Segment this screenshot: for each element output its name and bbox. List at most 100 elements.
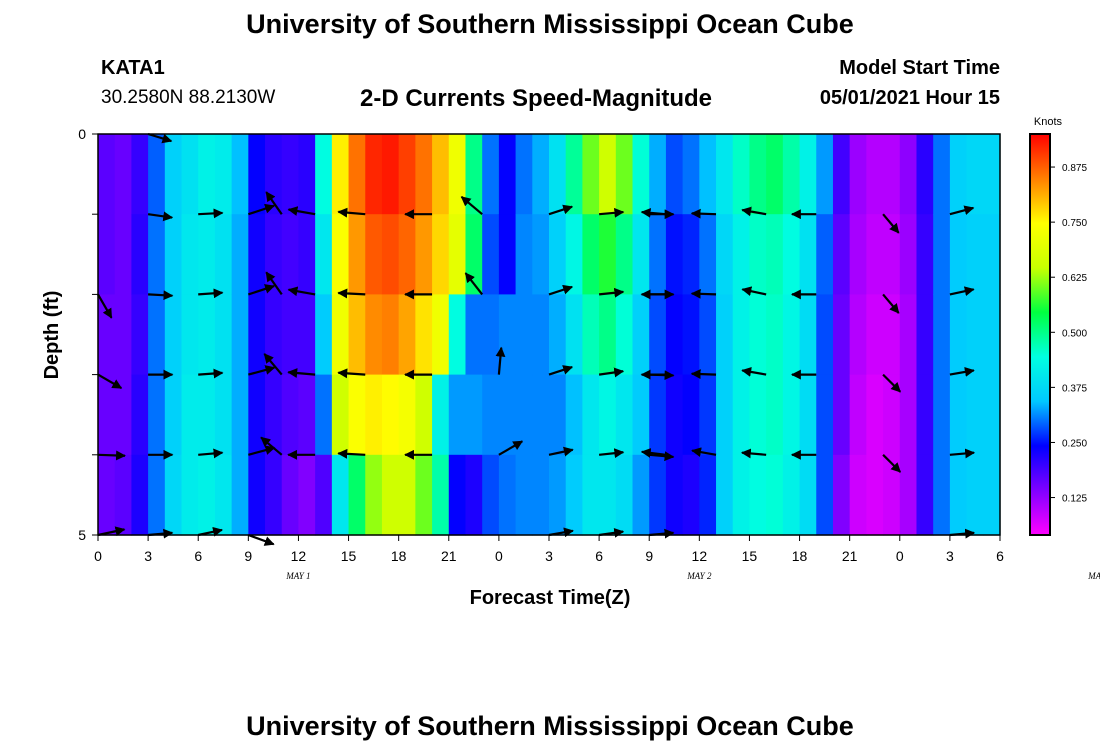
current-vector-arrow (97, 293, 113, 319)
heatmap-cell (398, 374, 416, 456)
current-vector-arrow (690, 288, 717, 299)
heatmap-cell (699, 374, 717, 456)
heatmap-cell (899, 294, 918, 376)
heatmap-cell (582, 134, 600, 215)
colorbar-tick-label: 0.125 (1062, 494, 1087, 505)
x-tick-label: 18 (391, 548, 407, 564)
heatmap-cell (248, 134, 266, 215)
heatmap-cell (448, 134, 467, 215)
heatmap-cell (549, 134, 567, 215)
heatmap-cell (766, 134, 784, 215)
heatmap-cell (348, 374, 366, 456)
current-vector-arrow (741, 367, 767, 377)
heatmap-cell (415, 214, 433, 295)
current-vector-arrow (640, 448, 667, 458)
current-vector-arrow (337, 368, 366, 379)
station-id: KATA1 (101, 57, 165, 79)
heatmap-cell (816, 454, 834, 536)
heatmap-cell (148, 454, 166, 536)
heatmap-cell (281, 134, 300, 215)
heatmap-cell (448, 374, 467, 456)
current-vector-arrow (949, 367, 975, 377)
heatmap-cell (699, 454, 717, 536)
heatmap-cell (582, 454, 600, 536)
heatmap-cell (265, 294, 283, 376)
heatmap-cell (565, 134, 584, 215)
heatmap-cell (899, 374, 918, 456)
heatmap-cell (582, 214, 600, 295)
y-tick-label: 5 (78, 527, 86, 543)
heatmap-cell (632, 454, 650, 536)
heatmap-cell (816, 214, 834, 295)
heatmap-cell (148, 134, 166, 215)
day-label: MAY 2 (686, 571, 712, 581)
heatmap-cell (331, 294, 350, 376)
heatmap-cell (816, 294, 834, 376)
x-tick-label: 0 (94, 548, 102, 564)
current-vector-arrow (882, 373, 902, 393)
heatmap-cell (983, 374, 1001, 456)
current-vector-arrow (690, 208, 717, 219)
heatmap-cell (198, 214, 216, 295)
heatmap-cell (632, 374, 650, 456)
heatmap-cell (966, 374, 984, 456)
heatmap-cell (398, 294, 416, 376)
heatmap-cell (649, 294, 667, 376)
heatmap-cell (482, 294, 500, 376)
heatmap-cell (749, 374, 767, 456)
heatmap-cell (899, 454, 918, 536)
current-vector-arrow (287, 206, 316, 216)
heatmap-cell (381, 134, 400, 215)
heatmap-cell (749, 454, 767, 536)
heatmap-cell (298, 214, 316, 295)
heatmap-cell (498, 214, 517, 295)
heatmap-cell (231, 374, 249, 456)
heatmap-cell (899, 214, 918, 295)
heatmap-cell (749, 214, 767, 295)
current-vector-arrow (599, 207, 625, 218)
heatmap-cell (432, 134, 450, 215)
heatmap-cell (682, 294, 700, 376)
heatmap-cell (866, 454, 884, 536)
current-vector-arrow (882, 293, 900, 314)
heatmap-cell (716, 134, 734, 215)
heatmap-cell (565, 454, 584, 536)
heatmap-cell (549, 294, 567, 376)
heatmap-cell (599, 294, 617, 376)
x-tick-label: 12 (692, 548, 708, 564)
heatmap-cell (164, 454, 183, 536)
heatmap-cell (716, 214, 734, 295)
heatmap-cell (966, 294, 984, 376)
heatmap-cell (98, 374, 116, 456)
colorbar-scale (1029, 133, 1051, 536)
colorbar-tick-label: 0.250 (1062, 438, 1087, 449)
current-vector-arrow (265, 271, 283, 296)
heatmap-cell (782, 134, 801, 215)
x-tick-label: 0 (896, 548, 904, 564)
heatmap-cell (482, 454, 500, 536)
heatmap-cell (782, 454, 801, 536)
current-vector-arrow (198, 448, 224, 459)
x-tick-label: 18 (792, 548, 808, 564)
heatmap-cell (415, 374, 433, 456)
current-vector-arrow (548, 365, 574, 376)
heatmap-cell (381, 294, 400, 376)
current-vectors (97, 132, 976, 546)
heatmap-cell (365, 454, 383, 536)
heatmap-cell (365, 214, 383, 295)
heatmap-cell (983, 134, 1001, 215)
heatmap-cell (866, 214, 884, 295)
heatmap-cell (348, 454, 366, 536)
current-vector-arrow (97, 373, 123, 390)
heatmap-cell (649, 134, 667, 215)
heatmap-cell (966, 454, 984, 536)
heatmap-cell (432, 214, 450, 295)
x-axis: 0 3 6 9 12 15 18 21 0 3 6 9 12 15 18 21 0 3 6 MAY 1 MAY 2 MAY… (94, 535, 1100, 581)
heatmap-cell (649, 374, 667, 456)
heatmap-cell (682, 134, 700, 215)
heatmap-cell (131, 374, 149, 456)
current-vector-arrow (882, 213, 900, 234)
heatmap-cell (832, 214, 851, 295)
heatmap-cell (866, 294, 884, 376)
heatmap-cell (966, 134, 984, 215)
